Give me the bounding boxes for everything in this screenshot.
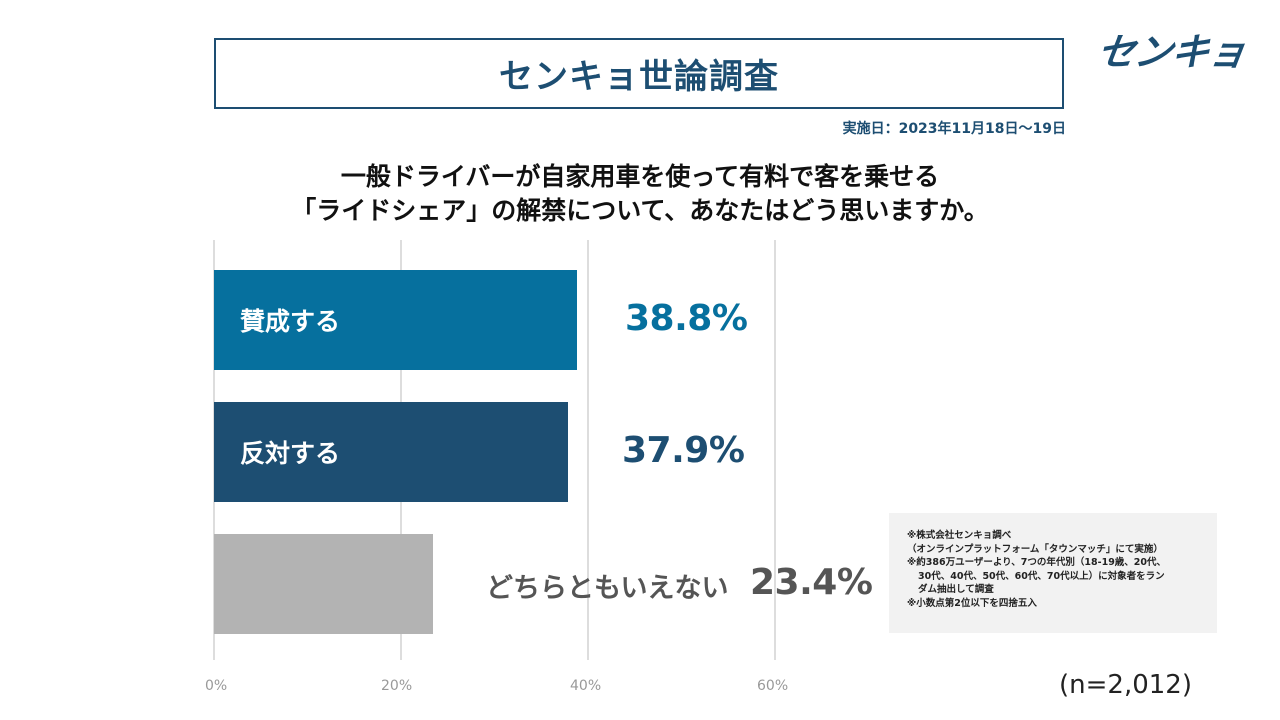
title-box: センキョ世論調査 [214,38,1064,109]
notes-box: ※株式会社センキョ調べ （オンラインプラットフォーム「タウンマッチ」にて実施） … [889,513,1217,633]
value-label-favor: 38.8% [625,298,748,339]
bar-label-favor: 賛成する [240,307,341,336]
note-line: （オンラインプラットフォーム「タウンマッチ」にて実施） [907,543,1163,555]
sample-size: (n=2,012) [1059,670,1192,700]
bar-oppose: 反対する [214,402,569,502]
bar-label-oppose: 反対する [240,439,341,468]
tick-label-0: 0% [205,678,228,694]
value-label-neither: 23.4% [750,562,873,603]
note-line: 30代、40代、50代、60代、70代以上）に対象者をラン [918,570,1165,582]
tick-label-20: 20% [381,678,413,694]
note-line: ※小数点第2位以下を四捨五入 [907,597,1037,609]
senkyo-logo: センキョ [1092,22,1252,74]
tick-label-60: 60% [757,678,789,694]
gridline-60 [774,240,776,660]
logo-text: センキョ [1094,29,1249,74]
note-line: ※株式会社センキョ調べ [907,530,1012,541]
note-line: ※約386万ユーザーより、7つの年代別（18-19歳、20代、 [907,557,1167,568]
page-title: センキョ世論調査 [499,57,779,97]
note-line: ダム抽出して調査 [918,584,994,595]
question: 一般ドライバーが自家用車を使って有料で客を乗せる 「ライドシェア」の解禁について… [0,160,1280,228]
survey-date: 実施日：2023年11月18日～19日 [842,121,1066,137]
question-line-1: 一般ドライバーが自家用車を使って有料で客を乗せる [340,162,940,191]
value-label-oppose: 37.9% [622,430,745,471]
tick-label-40: 40% [570,678,602,694]
bar-favor: 賛成する [214,270,577,370]
gridline-40 [587,240,589,660]
bar-label-neither: どちらともいえない [486,573,729,604]
bar-neither [214,534,433,634]
question-line-2: 「ライドシェア」の解禁について、あなたはどう思いますか。 [291,196,989,225]
